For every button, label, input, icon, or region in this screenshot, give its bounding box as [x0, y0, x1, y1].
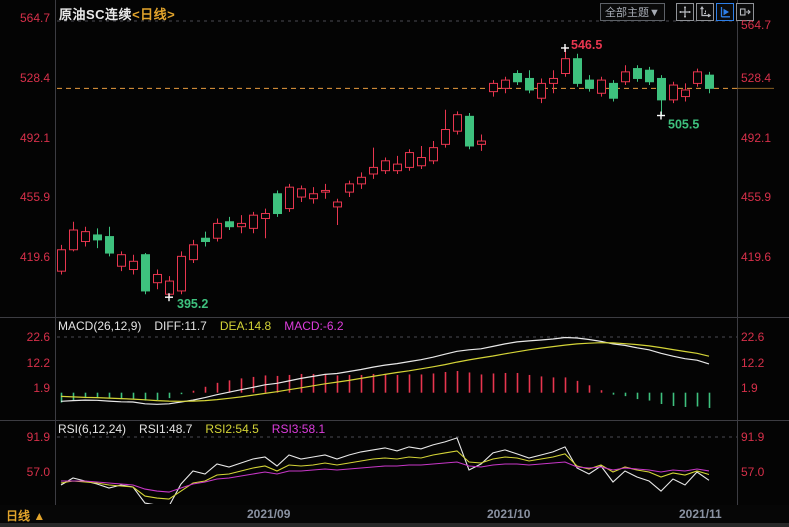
- low2-annotation: 505.5: [668, 118, 699, 132]
- chart-toolbar: 全部主题▼: [600, 3, 756, 21]
- rsi2-line: [60, 450, 710, 500]
- rsi2-value: RSI2:54.5: [205, 422, 259, 436]
- price-axis-label: 57.0: [741, 465, 765, 479]
- macd-diff-value: DIFF:11.7: [154, 319, 207, 333]
- price-axis-label: 564.7: [19, 11, 50, 25]
- price-axis-label: 1.9: [741, 381, 758, 395]
- price-axis-label: 455.9: [741, 190, 772, 205]
- price-axis-right-button[interactable]: [716, 3, 734, 21]
- price-axis-label: 91.9: [26, 430, 50, 444]
- chart-title: 原油SC连续<日线>: [59, 4, 175, 23]
- diff-line: [60, 336, 710, 405]
- macd-histogram: [60, 371, 711, 408]
- macd-macd-value: MACD:-6.2: [284, 319, 344, 333]
- shift-right-icon: [739, 8, 751, 16]
- price-axis-label: 12.2: [26, 355, 50, 370]
- axis-scale-icon: [700, 6, 711, 18]
- crosshair-pan-button[interactable]: [676, 3, 694, 21]
- price-axis-label: 419.6: [19, 250, 50, 264]
- rsi1-value: RSI1:48.7: [139, 422, 193, 436]
- price-axis-label: 492.1: [19, 130, 50, 145]
- theme-dropdown[interactable]: 全部主题▼: [600, 3, 665, 21]
- dea-line: [60, 342, 710, 402]
- price-axis-label: 91.9: [741, 430, 765, 444]
- price-axis-label: 419.6: [741, 250, 772, 264]
- price-axis-label: 57.0: [26, 465, 50, 479]
- shift-right-button[interactable]: [736, 3, 754, 21]
- macd-name-label: MACD(26,12,9): [58, 319, 142, 333]
- price-axis-label: 1.9: [33, 381, 50, 395]
- high-annotation: 546.5: [571, 38, 602, 52]
- rsi1-line: [60, 437, 710, 504]
- rsi-name-label: RSI(6,12,24): [58, 422, 127, 436]
- price-axis-label: 22.6: [741, 330, 765, 344]
- symbol-name: 原油SC连续: [59, 7, 133, 22]
- axis-scale-button[interactable]: [696, 3, 714, 21]
- low-annotation: 395.2: [177, 297, 208, 311]
- crosshair-icon: [679, 6, 691, 18]
- price-axis-label: 12.2: [741, 355, 765, 370]
- period-selector[interactable]: 日线 ▲: [6, 509, 46, 523]
- macd-dea-value: DEA:14.8: [219, 319, 272, 333]
- candlestick-series: [57, 47, 714, 298]
- price-axis-label: 564.7: [741, 18, 772, 32]
- rsi-indicator-row: RSI(6,12,24) RSI1:48.7 RSI2:54.5 RSI3:58.1: [58, 422, 338, 436]
- date-label: 2021/10: [487, 507, 531, 521]
- scrollbar-track[interactable]: [0, 523, 789, 527]
- date-label: 2021/11: [679, 507, 722, 521]
- price-axis-label: 528.4: [19, 70, 50, 85]
- theme-dropdown-label: 全部主题▼: [605, 7, 660, 19]
- price-axis-label: 22.6: [26, 330, 50, 344]
- price-axis-right-icon: [720, 7, 730, 18]
- toolbar-buttons: [676, 3, 756, 21]
- rsi3-line: [61, 461, 710, 493]
- time-axis-bar: [0, 505, 789, 523]
- macd-indicator-row: MACD(26,12,9) DIFF:11.7 DEA:14.8 MACD:-6.2: [58, 319, 357, 333]
- price-axis-label: 528.4: [741, 70, 772, 85]
- price-axis-label: 455.9: [19, 190, 50, 205]
- rsi3-value: RSI3:58.1: [271, 422, 326, 436]
- price-axis-label: 492.1: [741, 130, 772, 145]
- period-tag: <日线>: [132, 7, 176, 22]
- date-label: 2021/09: [247, 507, 291, 521]
